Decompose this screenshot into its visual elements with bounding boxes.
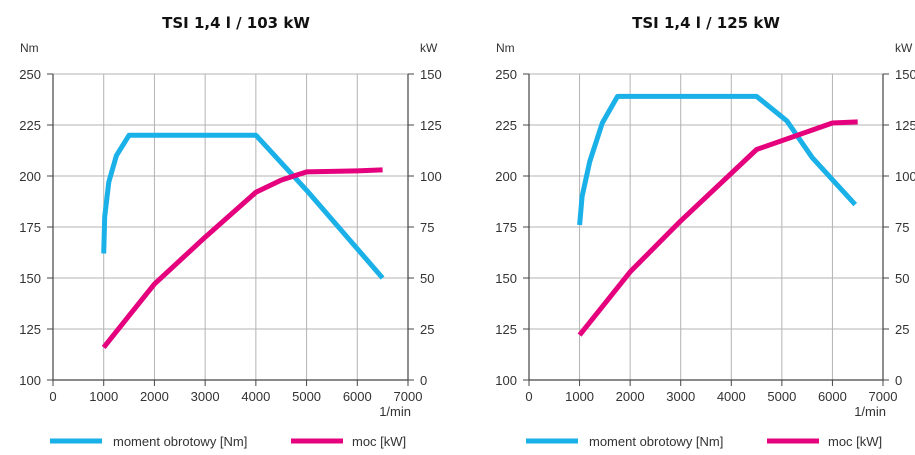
- y-left-tick-label: 100: [19, 373, 41, 388]
- x-tick-label: 2000: [616, 389, 645, 404]
- y-right-tick-label: 25: [420, 322, 434, 337]
- y-right-tick-label: 150: [895, 67, 915, 82]
- y-right-tick-label: 100: [420, 169, 442, 184]
- legend-label-power: moc [kW]: [828, 434, 882, 449]
- y-right-tick-label: 125: [420, 118, 442, 133]
- y-left-tick-label: 100: [495, 373, 517, 388]
- y-left-tick-label: 175: [19, 220, 41, 235]
- x-tick-label: 5000: [292, 389, 321, 404]
- x-tick-label: 4000: [717, 389, 746, 404]
- x-tick-label: 4000: [241, 389, 270, 404]
- y-left-tick-label: 125: [495, 322, 517, 337]
- x-tick-label: 5000: [767, 389, 796, 404]
- y-axis-left-unit: Nm: [496, 41, 515, 55]
- x-tick-label: 7000: [869, 389, 898, 404]
- x-axis-unit: 1/min: [854, 404, 886, 419]
- x-axis-unit: 1/min: [379, 404, 411, 419]
- y-right-tick-label: 125: [895, 118, 915, 133]
- torque-series-line: [577, 93, 858, 226]
- y-right-tick-label: 25: [895, 322, 909, 337]
- x-tick-label: 3000: [666, 389, 695, 404]
- x-tick-label: 6000: [343, 389, 372, 404]
- y-right-tick-label: 75: [420, 220, 434, 235]
- y-left-tick-label: 175: [495, 220, 517, 235]
- legend-label-torque: moment obrotowy [Nm]: [589, 434, 723, 449]
- y-axis-left-unit: Nm: [20, 41, 39, 55]
- legend: moment obrotowy [Nm] moc [kW]: [526, 434, 882, 449]
- x-tick-label: 0: [525, 389, 532, 404]
- y-left-tick-label: 150: [495, 271, 517, 286]
- y-left-tick-label: 250: [495, 67, 517, 82]
- y-right-tick-label: 75: [895, 220, 909, 235]
- y-right-tick-label: 0: [895, 373, 902, 388]
- y-left-tick-label: 200: [495, 169, 517, 184]
- x-tick-label: 7000: [394, 389, 423, 404]
- chart-title: TSI 1,4 l / 125 kW: [632, 14, 780, 32]
- torque-series-line: [101, 132, 385, 280]
- legend-label-torque: moment obrotowy [Nm]: [113, 434, 247, 449]
- x-tick-label: 1000: [89, 389, 118, 404]
- y-left-tick-label: 125: [19, 322, 41, 337]
- y-right-tick-label: 0: [420, 373, 427, 388]
- x-tick-label: 3000: [191, 389, 220, 404]
- legend-label-power: moc [kW]: [352, 434, 406, 449]
- power-series-line: [577, 119, 858, 337]
- y-right-tick-label: 150: [420, 67, 442, 82]
- y-left-tick-label: 150: [19, 271, 41, 286]
- y-axis-right-unit: kW: [895, 41, 913, 55]
- y-right-tick-label: 50: [895, 271, 909, 286]
- y-left-tick-label: 225: [495, 118, 517, 133]
- legend: moment obrotowy [Nm] moc [kW]: [50, 434, 406, 449]
- y-left-tick-label: 250: [19, 67, 41, 82]
- x-tick-label: 0: [49, 389, 56, 404]
- y-axis-right-unit: kW: [420, 41, 438, 55]
- chart-title: TSI 1,4 l / 103 kW: [162, 14, 310, 32]
- x-tick-label: 2000: [140, 389, 169, 404]
- x-tick-label: 1000: [565, 389, 594, 404]
- y-right-tick-label: 50: [420, 271, 434, 286]
- power-series-line: [101, 167, 383, 349]
- x-tick-label: 6000: [818, 389, 847, 404]
- y-left-tick-label: 225: [19, 118, 41, 133]
- y-right-tick-label: 100: [895, 169, 915, 184]
- y-left-tick-label: 200: [19, 169, 41, 184]
